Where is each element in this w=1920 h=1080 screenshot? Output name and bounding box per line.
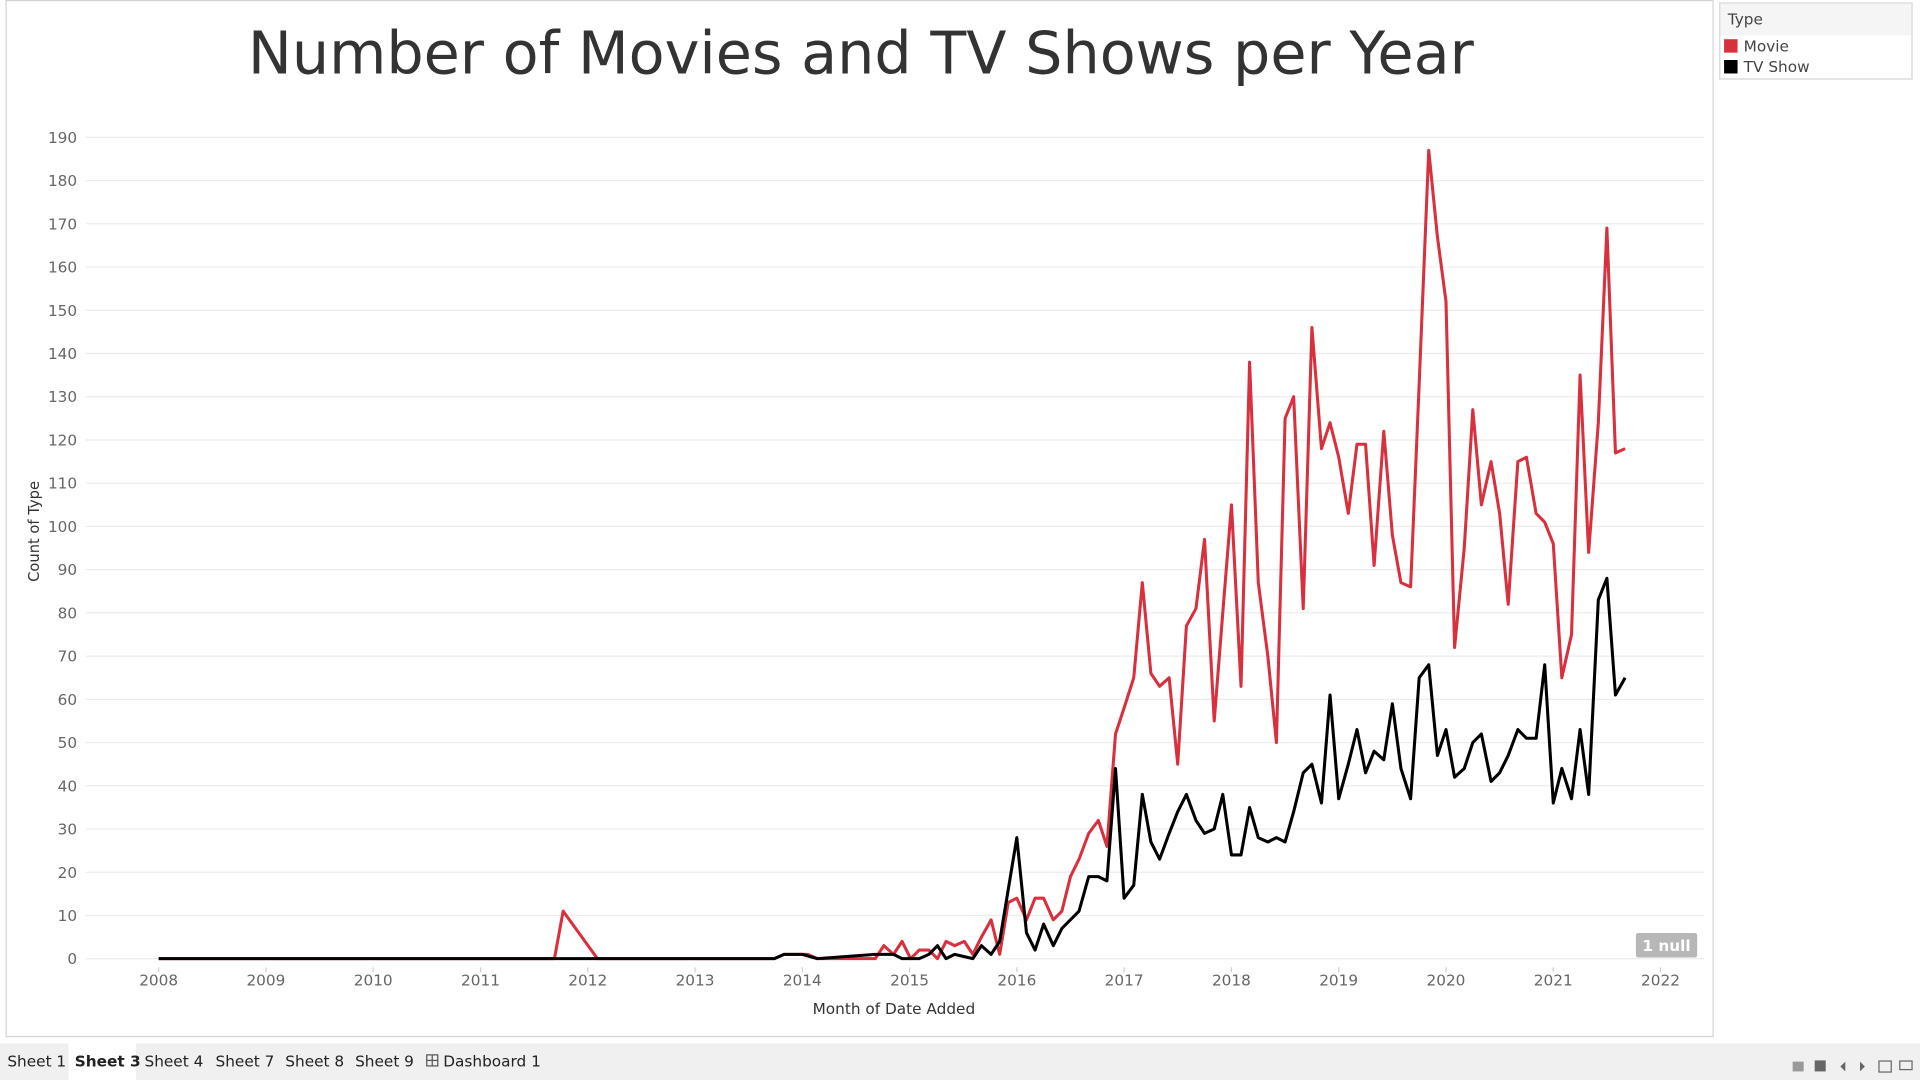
- y-tick-label: 10: [58, 907, 77, 925]
- x-tick-label: 2016: [997, 972, 1036, 990]
- y-tick-label: 30: [58, 821, 77, 839]
- tab[interactable]: Sheet 7: [216, 1053, 275, 1071]
- y-tick-label: 150: [48, 302, 77, 320]
- y-tick-label: 70: [58, 648, 77, 666]
- y-tick-label: 60: [58, 691, 77, 709]
- y-tick-label: 190: [48, 129, 77, 147]
- legend-header: [1720, 3, 1912, 36]
- x-tick-label: 2018: [1212, 972, 1251, 990]
- tab[interactable]: Sheet 4: [144, 1053, 203, 1071]
- x-tick-label: 2022: [1641, 972, 1680, 990]
- y-tick-label: 170: [48, 215, 77, 233]
- active-tab-bg: [68, 1043, 136, 1080]
- legend-title: Type: [1727, 10, 1763, 28]
- y-tick-label: 20: [58, 864, 77, 882]
- y-tick-label: 180: [48, 172, 77, 190]
- nav-icon[interactable]: [1878, 1060, 1892, 1073]
- y-tick-label: 100: [48, 518, 77, 536]
- tab[interactable]: Sheet 8: [285, 1053, 344, 1071]
- y-tick-label: 80: [58, 604, 77, 622]
- legend-swatch: [1724, 60, 1738, 74]
- x-tick-label: 2017: [1105, 972, 1144, 990]
- series-line: [158, 148, 1626, 961]
- x-tick-label: 2010: [354, 972, 393, 990]
- y-tick-label: 140: [48, 345, 77, 363]
- nav-icon[interactable]: [1814, 1060, 1826, 1072]
- x-tick-label: 2015: [890, 972, 929, 990]
- y-tick-label: 120: [48, 431, 77, 449]
- y-tick-label: 160: [48, 259, 77, 277]
- y-axis-title: Count of Type: [26, 481, 43, 582]
- chart-title: Number of Movies and TV Shows per Year: [248, 19, 1475, 88]
- x-tick-label: 2009: [246, 972, 285, 990]
- tab[interactable]: Sheet 1: [7, 1053, 66, 1071]
- x-tick-label: 2011: [461, 972, 500, 990]
- tab-bar: [0, 1043, 1920, 1080]
- series-line: [158, 576, 1627, 961]
- y-tick-label: 50: [58, 734, 77, 752]
- y-tick-label: 0: [67, 950, 77, 968]
- tab-active[interactable]: Sheet 3: [75, 1053, 141, 1071]
- nav-icon[interactable]: [1792, 1061, 1804, 1072]
- nav-prev[interactable]: [1840, 1061, 1846, 1072]
- x-tick-label: 2014: [783, 972, 822, 990]
- nav-icon[interactable]: [1899, 1060, 1913, 1071]
- legend-swatch: [1724, 39, 1738, 53]
- x-tick-label: 2012: [568, 972, 607, 990]
- null-indicator[interactable]: 1 null: [1642, 937, 1690, 955]
- plot: [158, 148, 1627, 961]
- legend-label: TV Show: [1743, 58, 1810, 76]
- x-tick-label: 2013: [676, 972, 715, 990]
- x-tick-label: 2020: [1426, 972, 1465, 990]
- y-tick-label: 130: [48, 388, 77, 406]
- nav-next[interactable]: [1860, 1061, 1865, 1072]
- x-axis-title: Month of Date Added: [813, 1000, 976, 1018]
- null-badge[interactable]: [1635, 933, 1698, 958]
- x-tick-label: 2019: [1319, 972, 1358, 990]
- nav-controls[interactable]: [1792, 1060, 1913, 1073]
- x-tick-label: 2008: [139, 972, 178, 990]
- y-tick-label: 40: [58, 777, 77, 795]
- legend-label: Movie: [1744, 37, 1789, 55]
- x-tick-label: 2021: [1534, 972, 1573, 990]
- y-tick-label: 90: [58, 561, 77, 579]
- y-tick-label: 110: [48, 475, 77, 493]
- tab[interactable]: Dashboard 1: [443, 1053, 541, 1071]
- tab[interactable]: Sheet 9: [355, 1053, 414, 1071]
- sheet-frame: [5, 0, 1714, 1038]
- legend-items: Movie TV Show: [1724, 37, 1810, 76]
